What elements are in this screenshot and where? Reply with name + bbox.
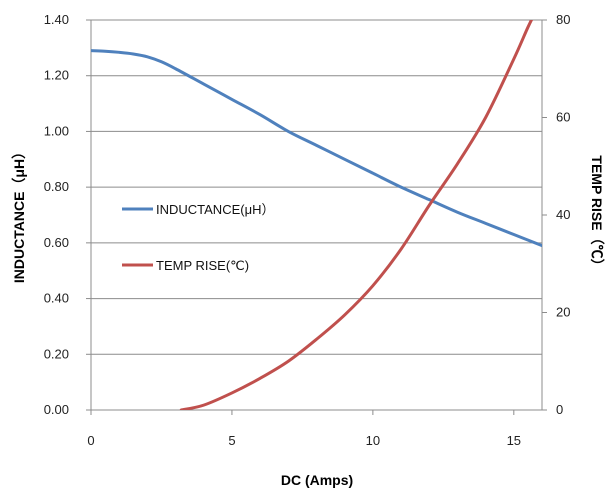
legend-label-temp-rise: TEMP RISE(℃) [156, 258, 249, 273]
y2-tick-label: 20 [556, 305, 570, 320]
y-tick-label: 0.60 [44, 235, 69, 250]
y2-tick-label: 40 [556, 207, 570, 222]
gridlines [91, 19, 542, 355]
legend-label-inductance: INDUCTANCE(μH） [156, 202, 274, 217]
x-tick-label: 10 [366, 433, 380, 448]
y2-tick-label: 80 [556, 12, 570, 27]
x-axis-title: DC (Amps) [281, 472, 353, 488]
x-tick-label: 15 [507, 433, 521, 448]
y-tick-label: 1.20 [44, 68, 69, 83]
y2-axis-title: TEMP RISE（℃） [589, 155, 605, 272]
y-tick-label: 0.40 [44, 291, 69, 306]
y-axis-title: INDUCTANCE（μH） [11, 145, 27, 283]
legend: INDUCTANCE(μH） TEMP RISE(℃) [122, 202, 274, 273]
y2-tick-label: 60 [556, 110, 570, 125]
y-tick-label: 1.40 [44, 12, 69, 27]
y-tick-label: 0.20 [44, 346, 69, 361]
x-tick-label: 5 [228, 433, 235, 448]
y-tick-label: 0.80 [44, 179, 69, 194]
y2-tick-label: 0 [556, 402, 563, 417]
x-tick-label: 0 [87, 433, 94, 448]
series-lines [91, 20, 542, 410]
y-axis-tick-labels: 0.00 0.20 0.40 0.60 0.80 1.00 1.20 1.40 [44, 12, 69, 417]
y-tick-label: 0.00 [44, 402, 69, 417]
series-line-inductance [91, 49, 542, 248]
y2-axis-tick-labels: 0 20 40 60 80 [556, 12, 570, 417]
series-line-temp-rise [179, 20, 534, 410]
y-tick-label: 1.00 [44, 123, 69, 138]
axes [86, 19, 547, 415]
x-axis-tick-labels: 0 5 10 15 [87, 433, 521, 448]
